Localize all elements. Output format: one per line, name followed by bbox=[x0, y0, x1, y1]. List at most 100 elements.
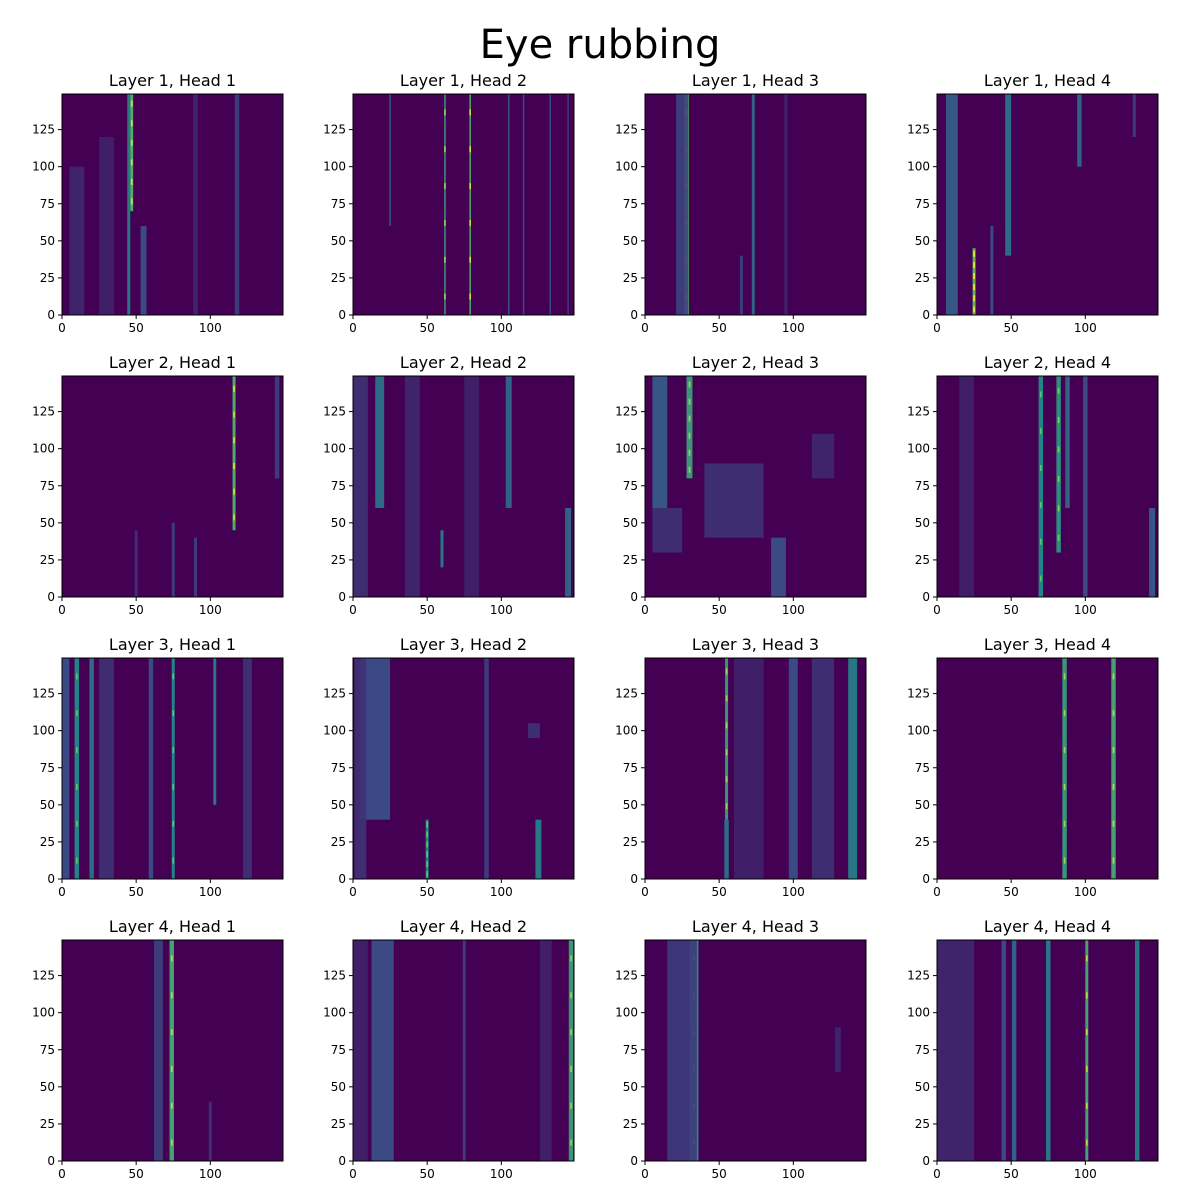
heatmap-stripe bbox=[444, 94, 446, 315]
x-tick-label: 50 bbox=[420, 321, 435, 335]
axes-frame bbox=[644, 657, 867, 880]
heatmap-stripe bbox=[1132, 94, 1136, 138]
y-tick-label: 50 bbox=[331, 516, 346, 530]
heatmap-hotspot bbox=[973, 273, 975, 280]
y-tick-label: 75 bbox=[40, 197, 55, 211]
x-tick-label: 100 bbox=[199, 603, 222, 617]
heatmap-stripe bbox=[208, 1101, 212, 1161]
y-tick-label: 100 bbox=[323, 160, 346, 174]
heatmap-stripe bbox=[972, 248, 976, 315]
heatmap-hotspot bbox=[1112, 820, 1115, 827]
y-tick-label: 0 bbox=[922, 590, 930, 604]
heatmap-hotspot bbox=[172, 673, 175, 680]
heatmap-hotspot bbox=[725, 668, 728, 675]
y-tick-label: 125 bbox=[323, 687, 346, 701]
heatmap-stripe bbox=[1065, 376, 1070, 509]
x-tick-label: 0 bbox=[933, 885, 941, 899]
axes-frame bbox=[936, 657, 1159, 880]
y-tick-label: 75 bbox=[331, 197, 346, 211]
heatmap-cells bbox=[354, 658, 542, 879]
heatmap-stripe bbox=[848, 658, 858, 879]
heatmap-hotspot bbox=[444, 256, 446, 263]
x-tick-label: 50 bbox=[712, 321, 727, 335]
heatmap-hotspot bbox=[233, 488, 235, 495]
heatmap-hotspot bbox=[1112, 783, 1115, 790]
y-tick-label: 125 bbox=[32, 405, 55, 419]
heatmap-stripe bbox=[69, 166, 85, 315]
heatmap-hotspot bbox=[469, 293, 471, 300]
y-tick-label: 125 bbox=[907, 969, 930, 983]
heatmap-stripe bbox=[242, 658, 252, 879]
y-tick-label: 125 bbox=[323, 969, 346, 983]
heatmap-hotspot bbox=[76, 820, 78, 827]
heatmap-hotspot bbox=[1057, 534, 1060, 541]
heatmap-hotspot bbox=[1112, 857, 1115, 864]
heatmap-hotspot bbox=[688, 398, 691, 405]
heatmap-stripe bbox=[568, 940, 574, 1161]
panel-title: Layer 2, Head 3 bbox=[692, 353, 819, 372]
heatmap-hotspot bbox=[570, 1065, 572, 1072]
heatmap-stripe bbox=[945, 94, 958, 315]
y-tick-label: 50 bbox=[915, 234, 930, 248]
heatmap-hotspot bbox=[170, 992, 173, 999]
heatmap-stripe bbox=[549, 94, 552, 315]
y-tick-label: 75 bbox=[915, 479, 930, 493]
heatmap-stripe bbox=[469, 94, 471, 315]
y-tick-label: 25 bbox=[915, 271, 930, 285]
y-tick-label: 75 bbox=[623, 479, 638, 493]
x-tick-label: 100 bbox=[1074, 603, 1097, 617]
axes-frame bbox=[644, 375, 867, 598]
heatmap-stripe bbox=[1046, 940, 1051, 1161]
heatmap-hotspot bbox=[130, 159, 133, 166]
y-tick-label: 100 bbox=[615, 442, 638, 456]
axes-frame bbox=[61, 93, 284, 316]
heatmap-hotspot bbox=[469, 183, 471, 190]
axes-frame bbox=[936, 939, 1159, 1162]
heatmap-hotspot bbox=[1040, 501, 1042, 508]
y-tick-label: 25 bbox=[40, 553, 55, 567]
y-tick-label: 125 bbox=[907, 123, 930, 137]
y-tick-label: 25 bbox=[40, 271, 55, 285]
heatmap-stripe bbox=[652, 376, 668, 509]
x-tick-label: 0 bbox=[349, 603, 357, 617]
x-tick-label: 0 bbox=[349, 885, 357, 899]
y-tick-label: 50 bbox=[331, 1080, 346, 1094]
x-tick-label: 0 bbox=[58, 603, 66, 617]
y-tick-label: 50 bbox=[915, 1080, 930, 1094]
axes-frame bbox=[644, 939, 867, 1162]
y-tick-label: 0 bbox=[922, 308, 930, 322]
heatmap-stripe bbox=[751, 94, 755, 315]
y-tick-label: 25 bbox=[915, 835, 930, 849]
y-tick-label: 50 bbox=[40, 798, 55, 812]
y-tick-label: 75 bbox=[40, 479, 55, 493]
heatmap-cells bbox=[389, 94, 569, 315]
heatmap-hotspot bbox=[130, 198, 133, 205]
heatmap-stripe bbox=[505, 376, 512, 509]
x-tick-label: 50 bbox=[129, 603, 144, 617]
heatmap-stripe bbox=[1077, 94, 1082, 167]
heatmap-stripe bbox=[169, 940, 174, 1161]
y-tick-label: 125 bbox=[323, 123, 346, 137]
panel-title: Layer 1, Head 2 bbox=[400, 71, 527, 90]
heatmap-hotspot bbox=[1063, 710, 1066, 717]
heatmap-hotspot bbox=[570, 1102, 572, 1109]
heatmap-hotspot bbox=[1063, 820, 1066, 827]
heatmap-panel: Layer 2, Head 2 0 50 100 0 25 50 75 100 125 bbox=[323, 353, 575, 617]
x-tick-label: 50 bbox=[420, 1167, 435, 1181]
heatmap-hotspot bbox=[688, 432, 691, 439]
y-tick-label: 100 bbox=[32, 724, 55, 738]
panel-title: Layer 3, Head 4 bbox=[984, 635, 1111, 654]
axes-frame bbox=[352, 93, 575, 316]
heatmap-hotspot bbox=[570, 992, 572, 999]
heatmap-stripe bbox=[1056, 376, 1061, 553]
y-tick-label: 50 bbox=[331, 798, 346, 812]
heatmap-panel: Layer 1, Head 3 0 50 100 0 25 50 75 100 125 bbox=[615, 71, 867, 335]
heatmap-stripe bbox=[140, 226, 147, 315]
heatmap-panel: Layer 3, Head 3 0 50 100 0 25 50 75 100 125 bbox=[615, 635, 867, 899]
heatmap-hotspot bbox=[1086, 992, 1088, 999]
heatmap-panel: Layer 1, Head 1 0 50 100 0 25 50 75 100 125 bbox=[32, 71, 284, 335]
heatmap-hotspot bbox=[426, 861, 428, 868]
y-tick-label: 25 bbox=[331, 553, 346, 567]
y-tick-label: 75 bbox=[331, 479, 346, 493]
